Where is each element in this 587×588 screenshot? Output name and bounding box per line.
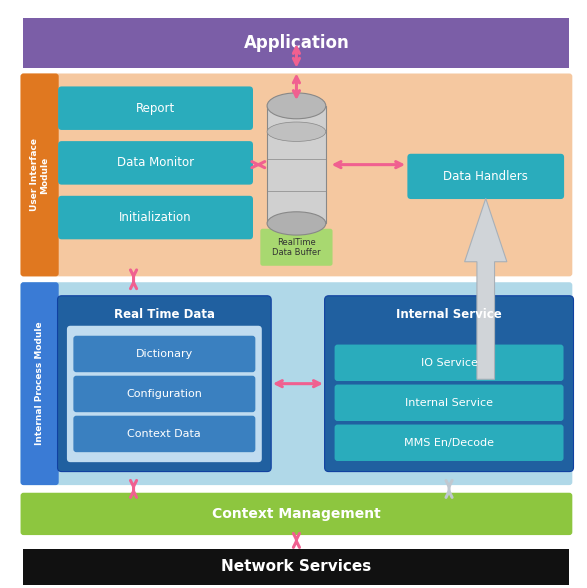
Text: Configuration: Configuration xyxy=(126,389,203,399)
FancyBboxPatch shape xyxy=(21,282,572,485)
FancyBboxPatch shape xyxy=(261,229,332,266)
Ellipse shape xyxy=(267,122,326,142)
Text: Internal Process Module: Internal Process Module xyxy=(35,322,44,446)
FancyBboxPatch shape xyxy=(67,326,262,462)
Bar xyxy=(23,18,569,68)
Text: Application: Application xyxy=(244,34,349,52)
Text: MMS En/Decode: MMS En/Decode xyxy=(404,437,494,448)
Text: Context Management: Context Management xyxy=(212,507,381,521)
FancyBboxPatch shape xyxy=(58,86,253,130)
Text: Data Monitor: Data Monitor xyxy=(117,156,194,169)
Text: Initialization: Initialization xyxy=(119,211,192,224)
FancyBboxPatch shape xyxy=(335,345,564,381)
Text: Data Handlers: Data Handlers xyxy=(443,170,528,183)
Text: Internal Service: Internal Service xyxy=(396,308,502,321)
FancyBboxPatch shape xyxy=(21,74,59,276)
Text: Network Services: Network Services xyxy=(221,559,372,574)
Ellipse shape xyxy=(267,212,326,235)
FancyBboxPatch shape xyxy=(21,282,59,485)
FancyBboxPatch shape xyxy=(58,296,271,472)
Text: Real Time Data: Real Time Data xyxy=(114,308,215,321)
Text: RealTime
Data Buffer: RealTime Data Buffer xyxy=(272,238,321,257)
Text: Context Data: Context Data xyxy=(127,429,201,439)
Text: Dictionary: Dictionary xyxy=(136,349,193,359)
FancyBboxPatch shape xyxy=(58,141,253,185)
FancyBboxPatch shape xyxy=(58,196,253,239)
Text: IO Service: IO Service xyxy=(421,358,477,368)
FancyBboxPatch shape xyxy=(21,74,572,276)
Text: User Interface
Module: User Interface Module xyxy=(30,138,49,212)
Polygon shape xyxy=(464,199,507,379)
FancyBboxPatch shape xyxy=(407,154,564,199)
FancyBboxPatch shape xyxy=(325,296,573,472)
FancyBboxPatch shape xyxy=(73,416,255,452)
Ellipse shape xyxy=(267,93,326,119)
FancyBboxPatch shape xyxy=(73,376,255,412)
Text: Report: Report xyxy=(136,102,175,115)
FancyBboxPatch shape xyxy=(73,336,255,372)
FancyBboxPatch shape xyxy=(335,385,564,421)
Bar xyxy=(23,549,569,585)
FancyBboxPatch shape xyxy=(335,425,564,461)
Bar xyxy=(267,106,326,223)
FancyBboxPatch shape xyxy=(21,493,572,535)
Text: Internal Service: Internal Service xyxy=(405,397,493,408)
